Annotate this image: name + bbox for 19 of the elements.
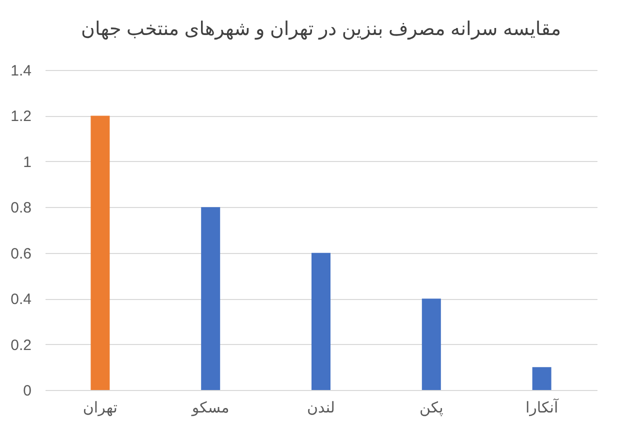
bar — [532, 367, 552, 390]
y-tick-label: 0.2 — [10, 336, 32, 354]
bar — [201, 207, 220, 390]
y-tick-label: 1.4 — [10, 62, 32, 80]
x-tick-label: پکن — [419, 400, 444, 416]
y-tick-label: 1 — [23, 154, 32, 171]
y-tick-label: 0.6 — [10, 245, 32, 262]
x-tick-label: مسکو — [190, 400, 230, 416]
y-tick-label: 1.2 — [10, 108, 32, 126]
bar — [422, 298, 441, 390]
bar — [312, 252, 330, 390]
bar — [90, 116, 110, 390]
y-tick-label: 0.4 — [10, 291, 32, 308]
x-tick-label: لندن — [307, 400, 335, 416]
x-tick-label: آنکارا — [525, 398, 559, 416]
chart-title: مقایسه سرانه مصرف بنزین در تهران و شهرهای منتخب جهان — [81, 19, 561, 40]
y-tick-label: 0 — [23, 382, 32, 400]
x-tick-label: تهران — [82, 400, 118, 416]
y-tick-label: 0.8 — [10, 200, 32, 217]
